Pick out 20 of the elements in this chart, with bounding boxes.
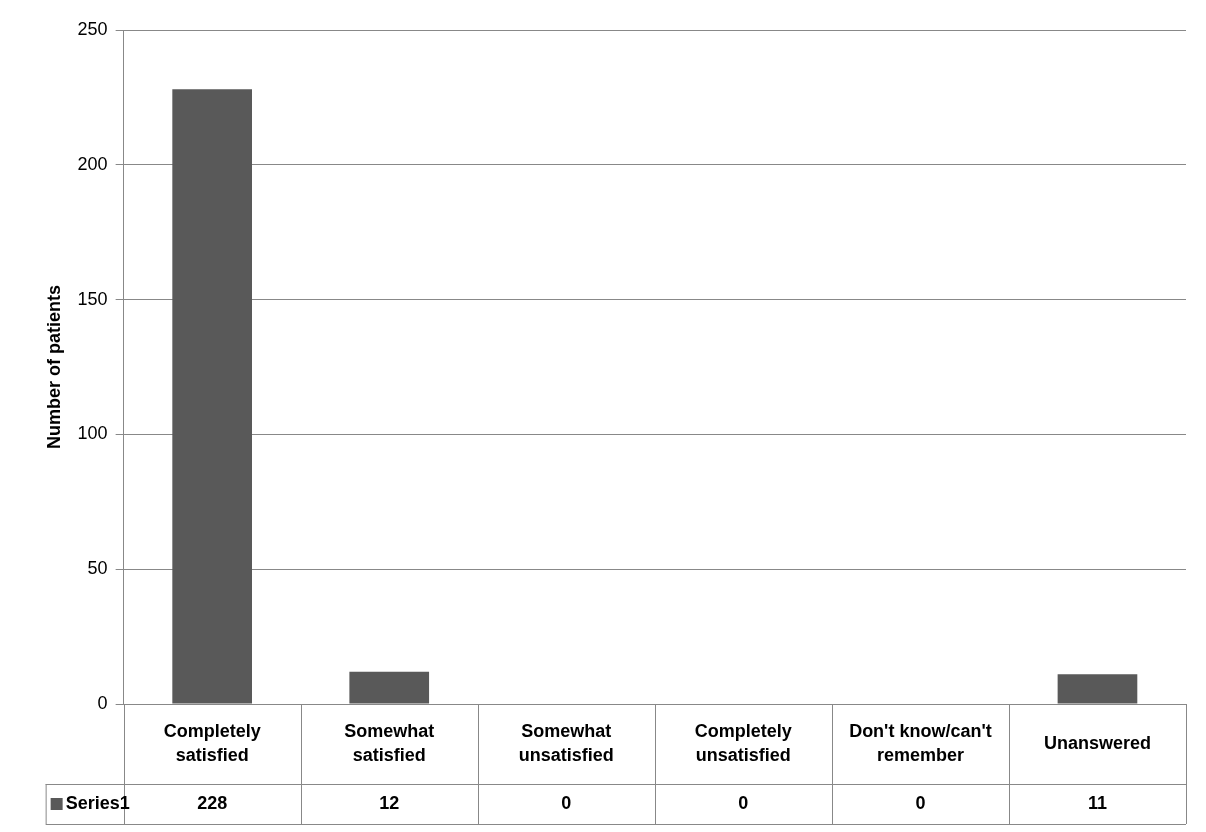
legend-label: Series1 <box>65 792 130 813</box>
y-tick-label: 50 <box>87 558 108 579</box>
x-tick-label: Don't know/can't remember <box>849 720 992 765</box>
y-tick-label: 150 <box>77 288 108 309</box>
x-tick-label: Completely unsatisfied <box>694 720 792 765</box>
y-tick-label: 0 <box>97 692 108 713</box>
x-tick-label: Somewhat unsatisfied <box>518 720 614 765</box>
x-tick-label: Somewhat satisfied <box>344 720 435 765</box>
y-tick-label: 100 <box>77 423 108 444</box>
data-label: 228 <box>197 792 228 813</box>
data-label: 0 <box>915 792 926 813</box>
x-tick-label: Unanswered <box>1043 732 1151 753</box>
data-label: 11 <box>1087 792 1107 813</box>
data-label: 0 <box>561 792 572 813</box>
y-tick-label: 250 <box>77 18 108 39</box>
data-label: 0 <box>738 792 749 813</box>
y-axis-title: Number of patients <box>43 284 64 450</box>
data-label: 12 <box>379 792 400 813</box>
y-tick-label: 200 <box>77 153 108 174</box>
x-tick-label: Completely satisfied <box>163 720 261 765</box>
